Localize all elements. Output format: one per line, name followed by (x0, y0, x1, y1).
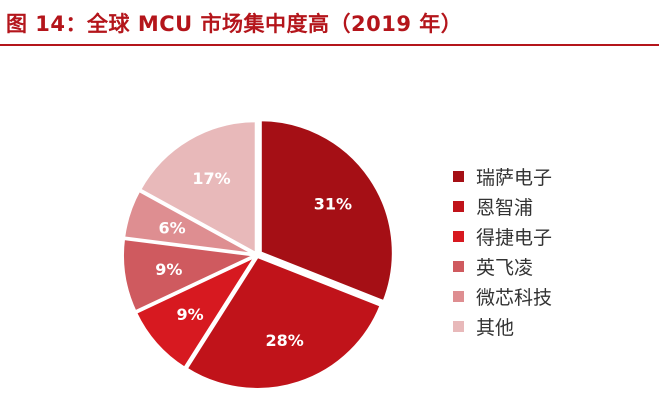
pie-slice-6 (138, 119, 258, 256)
pie-slice-2 (184, 254, 383, 391)
pie-slice-label-4: 9% (155, 260, 182, 279)
legend-swatch (453, 200, 464, 212)
legend-item: 英飞凌 (453, 251, 552, 281)
legend-swatch (453, 320, 464, 332)
pie-slice-label-3: 9% (176, 305, 203, 324)
legend-label: 微芯科技 (476, 286, 553, 309)
legend-swatch (453, 170, 464, 182)
chart-legend: 瑞萨电子恩智浦得捷电子英飞凌微芯科技其他 (453, 161, 552, 341)
legend-label: 恩智浦 (476, 196, 534, 219)
legend-label: 瑞萨电子 (476, 166, 553, 189)
pie-slice-label-5: 6% (159, 218, 186, 237)
legend-label: 其他 (476, 316, 515, 339)
legend-item: 瑞萨电子 (453, 161, 552, 191)
chart-title: 图 14：全球 MCU 市场集中度高（2019 年） (6, 12, 463, 36)
legend-item: 得捷电子 (453, 221, 552, 251)
legend-swatch (453, 230, 464, 242)
title-divider (0, 44, 659, 46)
pie-slice-label-1: 31% (314, 194, 352, 213)
legend-item: 恩智浦 (453, 191, 552, 221)
pie-slice-label-6: 17% (192, 169, 230, 188)
legend-item: 微芯科技 (453, 281, 552, 311)
legend-swatch (453, 260, 464, 272)
legend-item: 其他 (453, 311, 552, 341)
pie-slice-label-2: 28% (265, 331, 303, 350)
legend-label: 英飞凌 (476, 256, 534, 279)
legend-swatch (453, 290, 464, 302)
pie-slice-1 (258, 118, 395, 304)
legend-label: 得捷电子 (476, 226, 553, 249)
